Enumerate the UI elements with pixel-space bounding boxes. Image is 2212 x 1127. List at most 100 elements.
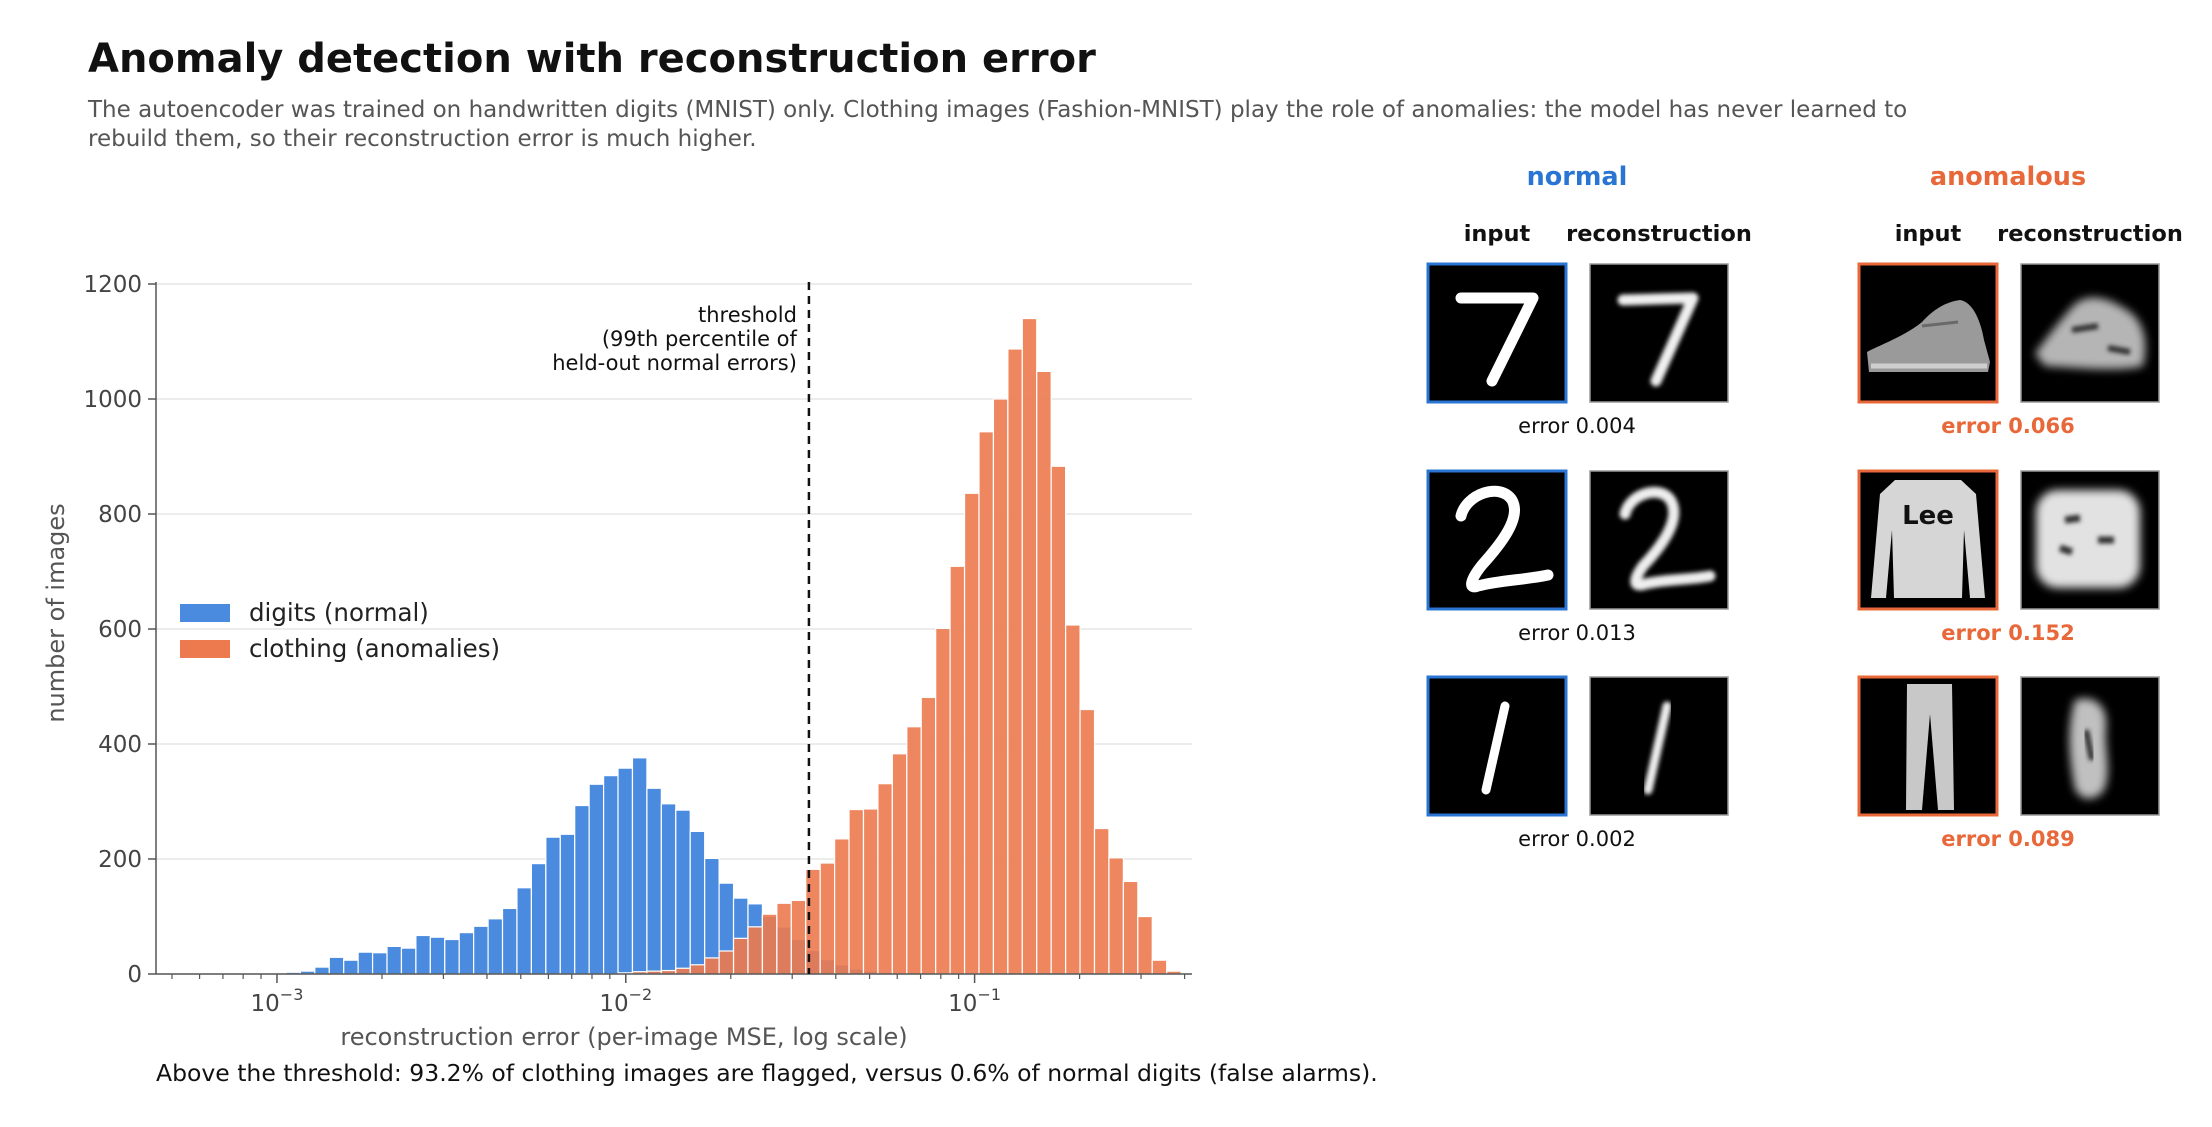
histogram-bar (371, 952, 388, 975)
histogram-bar (501, 907, 518, 975)
histogram-bar (1079, 708, 1096, 975)
histogram-bar (1050, 465, 1067, 975)
x-axis-ticks: 10−3 10−2 10−1 (171, 974, 1186, 1017)
histogram-bar (660, 803, 677, 975)
histogram-bar (458, 931, 475, 975)
histogram-bar (689, 964, 706, 975)
histogram-bar (328, 956, 345, 975)
normal-error-1: error 0.004 (1518, 414, 1636, 438)
threshold-label-line-1: threshold (698, 303, 797, 327)
histogram-bar (473, 925, 489, 975)
histogram-bar (675, 967, 691, 975)
legend-swatch-normal (180, 604, 230, 622)
histogram-bar (1108, 857, 1124, 975)
normal-input-heading: input (1464, 221, 1531, 247)
histogram-bar (704, 957, 720, 975)
legend-label-normal: digits (normal) (249, 598, 429, 627)
normal-heading: normal (1527, 162, 1628, 192)
histogram-bar (848, 808, 865, 975)
legend-swatch-anomaly (180, 640, 230, 658)
histogram-bar (429, 936, 446, 975)
y-tick-label: 600 (98, 617, 142, 643)
histogram-bar (415, 934, 431, 975)
histogram-bar (704, 857, 720, 975)
histogram-bar (834, 838, 850, 975)
anomalous-reconstruction-heading: reconstruction (1997, 221, 2183, 247)
histogram-bar (689, 830, 706, 975)
histogram-bar (559, 833, 576, 975)
histogram-bar (1137, 915, 1153, 975)
threshold-label-line-2: (99th percentile of (602, 327, 798, 351)
histogram-bar (732, 937, 749, 975)
histogram-bar (400, 947, 417, 975)
histogram-bar (631, 757, 648, 975)
histogram-bar (646, 787, 662, 975)
x-tick-label: 10−3 (251, 985, 304, 1017)
histogram-bar (1036, 370, 1052, 975)
y-tick-label: 1200 (83, 272, 142, 298)
x-axis-label: reconstruction error (per-image MSE, log… (340, 1023, 907, 1051)
histogram-bar (617, 767, 634, 975)
anomalous-error-2: error 0.152 (1941, 621, 2074, 645)
normal-example-3: error 0.002 (1426, 675, 1729, 851)
histogram-bar (1007, 348, 1023, 975)
histogram-bar (761, 913, 778, 975)
normal-error-2: error 0.013 (1518, 621, 1636, 645)
x-tick-label: 10−2 (599, 985, 652, 1017)
y-tick-label: 0 (127, 962, 142, 988)
histogram-bar (1065, 624, 1081, 975)
anomalous-input-heading: input (1895, 221, 1962, 247)
svg-text:Lee: Lee (1902, 501, 1954, 531)
histogram-bar (906, 726, 922, 975)
y-tick-label: 1000 (83, 387, 142, 413)
chart-legend: digits (normal) clothing (anomalies) (180, 598, 500, 663)
histogram-bar (386, 945, 403, 975)
histogram-bar (588, 783, 605, 975)
anomalous-example-1: error 0.066 (1857, 262, 2160, 438)
anomalous-example-2: Lee error 0.152 (1857, 469, 2160, 645)
histogram-bar (992, 398, 1009, 975)
y-axis-ticks: 0 200 400 600 800 1000 1200 (83, 272, 156, 988)
normal-reconstruction-heading: reconstruction (1566, 221, 1752, 247)
y-axis-label: number of images (42, 503, 70, 722)
footnote: Above the threshold: 93.2% of clothing i… (156, 1059, 1378, 1087)
histogram-bar (444, 938, 460, 975)
anomalous-example-3: error 0.089 (1857, 675, 2160, 851)
anomalous-error-3: error 0.089 (1941, 827, 2074, 851)
histogram-bar (891, 753, 908, 975)
y-tick-label: 400 (98, 732, 142, 758)
anomalous-heading: anomalous (1930, 162, 2086, 192)
histogram-bar (718, 950, 735, 975)
anomalous-error-1: error 0.066 (1941, 414, 2074, 438)
threshold-marker: threshold (99th percentile of held-out n… (552, 282, 811, 974)
histogram-bar (790, 899, 807, 975)
normal-example-1: error 0.004 (1426, 262, 1729, 438)
histogram-bar (819, 862, 836, 975)
histogram-bar (1093, 827, 1110, 975)
normal-example-2: error 0.013 (1426, 469, 1729, 645)
histogram-bar (675, 809, 691, 975)
histogram-bar (545, 836, 561, 975)
histogram-bar (1122, 880, 1139, 975)
histogram-bar (574, 804, 590, 975)
threshold-label-line-3: held-out normal errors) (552, 351, 797, 375)
normal-error-3: error 0.002 (1518, 827, 1636, 851)
histogram-bar (343, 959, 359, 975)
histogram-bar (1151, 959, 1168, 975)
histogram-bar (747, 926, 764, 975)
histogram-bar (357, 951, 374, 975)
histogram-bar (963, 492, 980, 975)
histogram-bar (516, 887, 533, 975)
histogram-bar (877, 783, 893, 975)
histogram-bar (602, 775, 619, 975)
histogram-bar (1021, 317, 1038, 975)
page-title: Anomaly detection with reconstruction er… (88, 36, 1096, 82)
histogram-bar (487, 918, 504, 975)
y-tick-label: 200 (98, 847, 142, 873)
histogram-bar (314, 966, 330, 975)
examples-panel: normal anomalous input reconstruction in… (1426, 162, 2183, 851)
histogram-bar (978, 431, 995, 975)
page-subtitle: The autoencoder was trained on handwritt… (88, 97, 1908, 152)
histogram-bar (862, 808, 879, 975)
